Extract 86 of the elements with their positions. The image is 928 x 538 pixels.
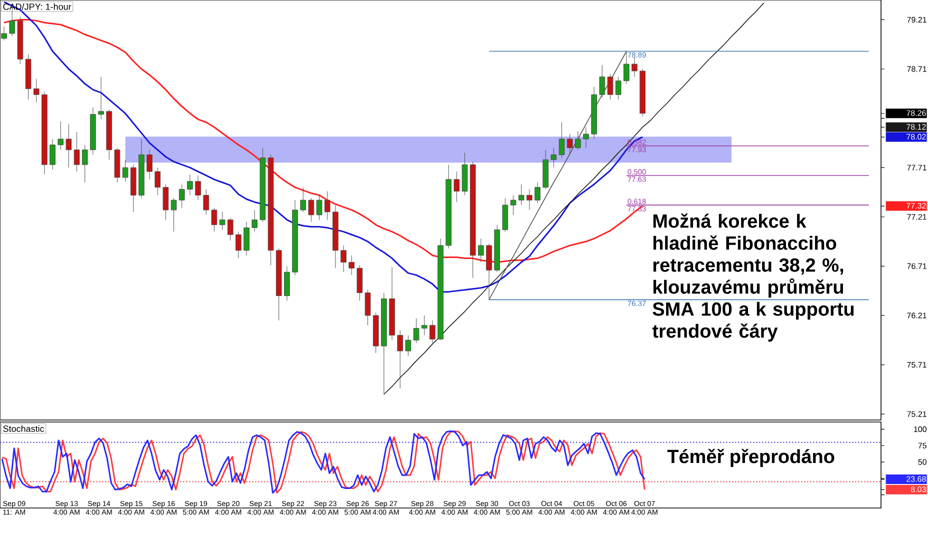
- candlestick: [219, 212, 226, 230]
- y-tick-label: 77.71: [907, 164, 926, 170]
- candlestick: [146, 150, 152, 180]
- candlestick: [356, 264, 363, 301]
- candlestick: [534, 182, 540, 204]
- candlestick: [66, 124, 72, 168]
- y-tick-label: 23.68: [906, 476, 926, 482]
- candlestick: [389, 266, 395, 340]
- candlestick: [195, 175, 201, 200]
- candlestick: [50, 138, 56, 170]
- y-tick-label: 77.32: [906, 202, 926, 209]
- candlestick: [260, 148, 266, 222]
- annotation: Možná korekce k hladině Fibonacciho retracementu 38,2 %, klouzavému průměru SMA 100 a k supportu trendové čáry: [652, 213, 854, 342]
- candlestick: [332, 204, 338, 268]
- y-tick-label: 75.71: [907, 362, 926, 368]
- candlestick: [58, 121, 64, 150]
- candlestick: [90, 107, 96, 156]
- y-tick-label: 75: [918, 442, 926, 448]
- candlestick: [106, 109, 112, 160]
- candlestick: [364, 290, 371, 326]
- y-tick-label: 76.71: [907, 263, 926, 270]
- candlestick: [340, 245, 346, 272]
- candlestick: [550, 148, 557, 168]
- y-tick-label: 8.03: [910, 486, 926, 492]
- candlestick: [640, 68, 646, 117]
- candlestick: [162, 184, 169, 220]
- candlestick: [42, 91, 48, 175]
- candlestick: [236, 231, 242, 259]
- candlestick: [211, 208, 218, 232]
- y-tick-label: 77.21: [907, 214, 926, 220]
- candlestick: [276, 248, 282, 321]
- candlestick: [454, 171, 460, 202]
- y-tick-label: 79.21: [907, 16, 926, 23]
- candlestick: [33, 78, 40, 103]
- candlestick: [575, 130, 581, 150]
- candlestick: [74, 132, 80, 172]
- candlestick: [397, 330, 404, 389]
- candlestick: [607, 74, 614, 100]
- candlestick: [430, 320, 436, 344]
- candlestick: [138, 138, 144, 198]
- candlestick: [187, 174, 193, 196]
- candlestick: [421, 315, 428, 336]
- candlestick: [405, 334, 412, 356]
- candlestick: [518, 184, 524, 206]
- candlestick: [372, 312, 379, 354]
- candlestick: [244, 222, 250, 256]
- candlestick: [316, 194, 322, 220]
- candlestick: [438, 238, 444, 340]
- candlestick: [82, 144, 88, 183]
- candlestick: [114, 148, 120, 183]
- y-tick-label: 100: [914, 426, 926, 432]
- candlestick: [292, 200, 298, 276]
- candlestick: [1, 26, 7, 41]
- candlestick: [542, 150, 549, 190]
- candlestick: [227, 218, 234, 241]
- candlestick: [510, 194, 516, 216]
- candlestick: [170, 198, 177, 232]
- y-tick-label: 50: [918, 459, 926, 465]
- candlestick: [17, 16, 24, 64]
- candlestick: [203, 189, 210, 216]
- candlestick: [566, 134, 573, 156]
- candlestick: [308, 198, 314, 222]
- candlestick: [381, 292, 387, 395]
- candlestick: [478, 238, 484, 262]
- y-tick-label: 78.26: [906, 110, 926, 116]
- candlestick: [615, 76, 622, 100]
- candlestick: [632, 56, 638, 78]
- y-tick-label: 78.02: [906, 134, 926, 140]
- candlestick: [25, 54, 32, 100]
- candlestick: [154, 167, 161, 196]
- candlestick: [178, 184, 185, 208]
- y-tick-label: 78.71: [907, 66, 926, 72]
- candlestick: [98, 76, 104, 120]
- candlestick: [583, 126, 589, 148]
- y-tick-label: 76.21: [907, 312, 926, 318]
- candlestick: [284, 266, 290, 301]
- y-tick-label: 78.12: [906, 124, 926, 130]
- annotation: Téměř přeprodáno: [667, 448, 834, 467]
- candlestick: [130, 164, 136, 212]
- candlestick: [526, 189, 532, 210]
- candlestick: [348, 255, 355, 276]
- candlestick: [324, 191, 330, 220]
- candlestick: [470, 161, 476, 278]
- candlestick: [591, 86, 597, 140]
- chart-title: Stochastic: [3, 425, 44, 432]
- y-tick-label: 75.21: [907, 411, 926, 417]
